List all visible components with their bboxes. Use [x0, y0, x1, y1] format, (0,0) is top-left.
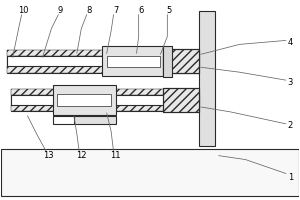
Text: 10: 10: [18, 6, 28, 15]
Text: 8: 8: [86, 6, 92, 15]
Bar: [11, 89, 199, 111]
Text: 7: 7: [113, 6, 118, 15]
Bar: [1, 149, 299, 196]
Bar: [164, 49, 199, 73]
Bar: [57, 94, 111, 106]
Bar: [7, 50, 199, 73]
Bar: [164, 88, 199, 112]
Bar: [53, 85, 116, 115]
Text: 6: 6: [138, 6, 144, 15]
Bar: [199, 11, 215, 146]
Text: 11: 11: [110, 151, 121, 160]
Text: 13: 13: [43, 151, 54, 160]
Bar: [164, 49, 199, 73]
Bar: [11, 105, 199, 111]
Text: 1: 1: [288, 173, 293, 182]
Bar: [107, 56, 160, 67]
Bar: [7, 56, 199, 66]
Bar: [11, 95, 199, 105]
Bar: [7, 66, 199, 73]
Text: 3: 3: [288, 78, 293, 87]
Text: 4: 4: [288, 38, 293, 47]
Text: 5: 5: [167, 6, 172, 15]
Bar: [7, 50, 199, 56]
Text: 2: 2: [288, 121, 293, 130]
Bar: [11, 89, 199, 95]
Text: 9: 9: [58, 6, 63, 15]
Bar: [102, 46, 164, 76]
Bar: [74, 116, 116, 124]
Bar: [164, 46, 172, 77]
Text: 12: 12: [76, 151, 87, 160]
Bar: [53, 116, 74, 124]
Bar: [164, 88, 199, 112]
